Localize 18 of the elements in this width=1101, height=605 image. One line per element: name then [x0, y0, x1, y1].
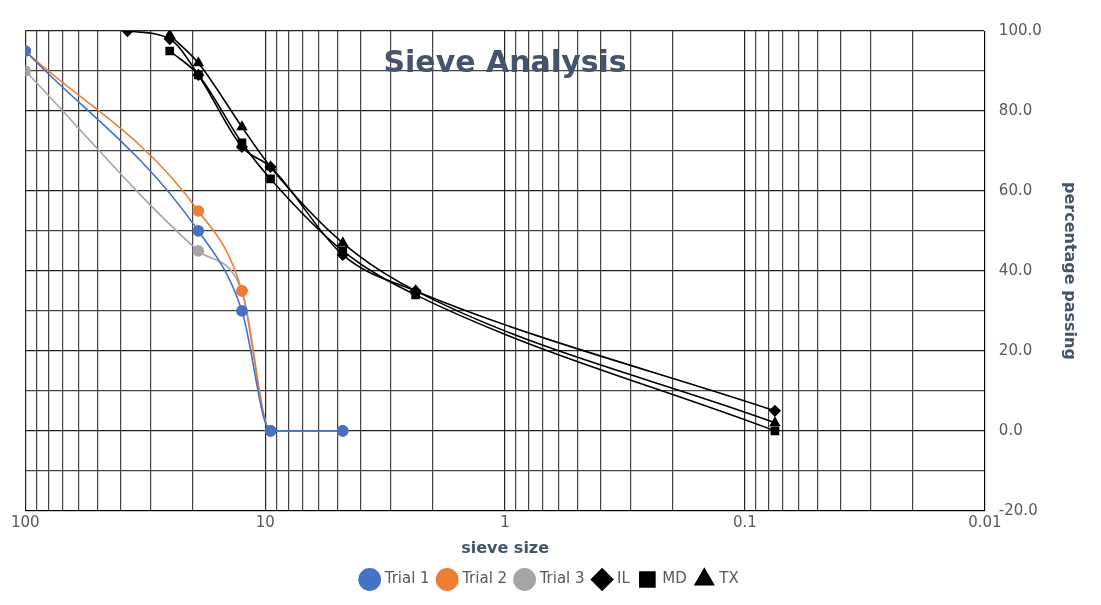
- y-tick-label: 0.0: [998, 420, 1023, 439]
- y-tick-label: 40.0: [998, 260, 1033, 279]
- legend-label: Trial 3: [538, 569, 585, 588]
- x-tick-label: 0.1: [733, 512, 757, 531]
- x-tick-label: 10: [255, 512, 275, 531]
- legend-label: MD: [662, 569, 687, 588]
- y-tick-label: 60.0: [998, 180, 1033, 199]
- legend-label: IL: [617, 569, 631, 588]
- y-axis-title: percentage passing: [1061, 181, 1081, 360]
- x-axis-title: sieve size: [461, 537, 550, 557]
- legend-label: Trial 1: [383, 569, 430, 588]
- x-tick-label: 1: [500, 512, 510, 531]
- y-tick-label: 100.0: [998, 20, 1042, 39]
- y-tick-label: 80.0: [998, 100, 1033, 119]
- x-tick-label: 100: [10, 512, 40, 531]
- legend-label: Trial 2: [461, 569, 508, 588]
- y-tick-label: 20.0: [998, 340, 1033, 359]
- legend-label: TX: [718, 569, 739, 588]
